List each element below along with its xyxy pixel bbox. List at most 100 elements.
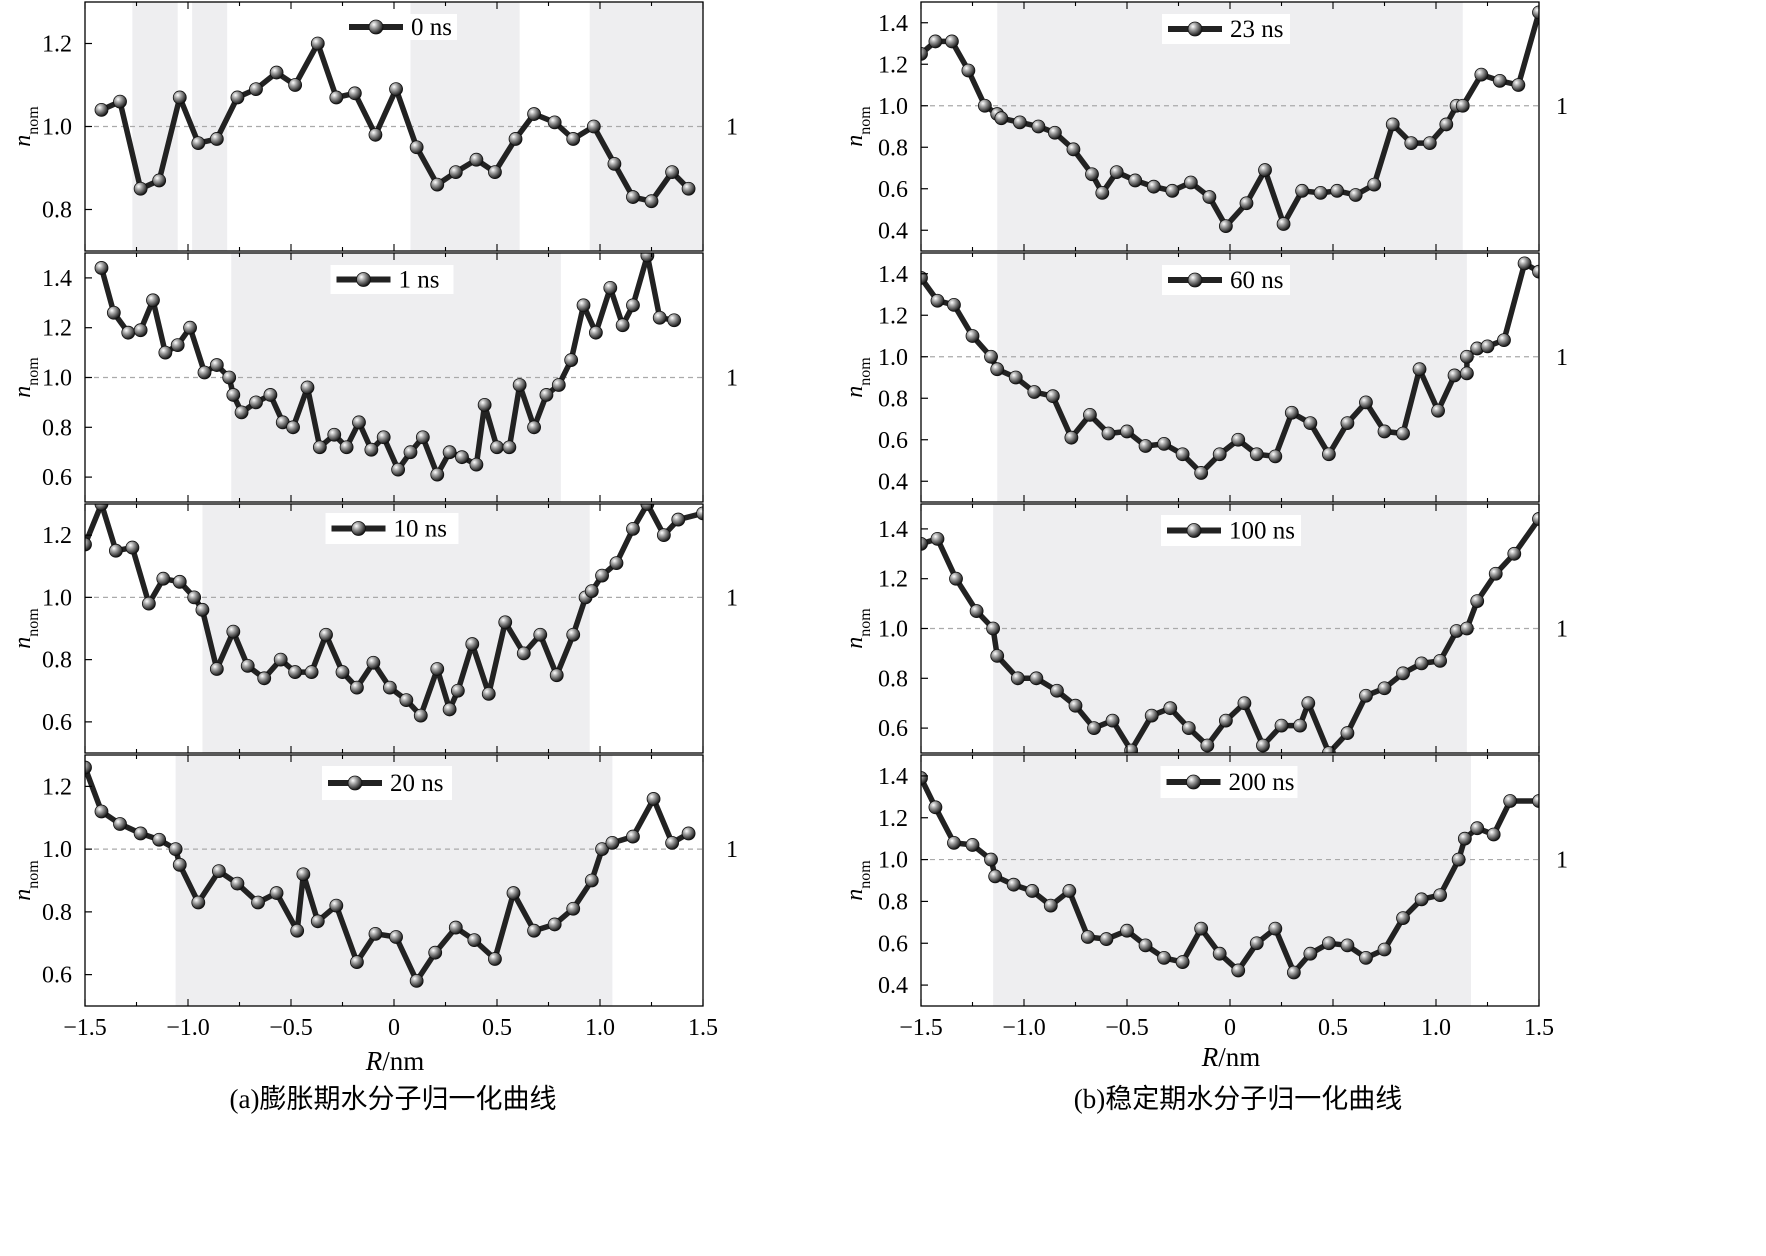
data-point (415, 430, 430, 445)
data-point (947, 297, 961, 312)
data-point (312, 440, 327, 455)
data-point (1439, 117, 1454, 132)
y-tick-label: 1.0 (878, 617, 908, 643)
data-point (1295, 183, 1309, 198)
data-point (1507, 546, 1522, 561)
data-point (652, 310, 667, 325)
data-point (1321, 936, 1336, 951)
legend-marker (347, 775, 363, 791)
data-point (576, 298, 591, 313)
data-point (172, 90, 187, 105)
data-point (1231, 963, 1246, 978)
y-tick-label: 1.0 (878, 848, 908, 874)
data-point (109, 543, 123, 558)
data-point (696, 506, 703, 521)
data-point (146, 293, 160, 308)
data-point (249, 395, 263, 410)
data-point (352, 415, 366, 430)
data-point (1517, 256, 1532, 271)
data-point (626, 298, 640, 313)
data-point (85, 760, 92, 775)
data-point (191, 136, 206, 151)
data-point (1348, 188, 1363, 202)
x-tick-label: −1.5 (63, 1015, 107, 1041)
data-point (450, 683, 465, 698)
data-point (222, 370, 237, 385)
data-point (1396, 426, 1410, 441)
data-point (350, 955, 364, 969)
y-tick-label: 0.8 (878, 135, 908, 161)
data-point (121, 325, 136, 340)
data-point (921, 536, 928, 551)
data-point (168, 842, 183, 857)
data-point (965, 329, 980, 343)
data-point (382, 680, 397, 695)
reference-label: 1 (726, 585, 738, 611)
data-point (304, 665, 319, 679)
data-point (106, 305, 121, 320)
data-point (1433, 888, 1448, 903)
data-point (1268, 449, 1283, 464)
data-point (1396, 911, 1410, 926)
legend: 20 ns (322, 766, 452, 800)
x-tick-label: 1.5 (1524, 1015, 1554, 1041)
data-point (329, 898, 344, 913)
data-point (1124, 743, 1139, 753)
data-point (1433, 653, 1448, 668)
legend: 23 ns (1162, 14, 1290, 44)
x-tick-label: 0 (388, 1015, 400, 1041)
data-point (113, 94, 127, 109)
data-point (1457, 831, 1472, 846)
data-point (94, 804, 109, 819)
data-point (350, 680, 364, 695)
data-point (986, 621, 1000, 636)
legend-marker (356, 272, 371, 287)
data-point (1025, 884, 1040, 898)
data-point (1274, 718, 1289, 733)
data-point (921, 46, 928, 61)
data-point (413, 708, 428, 723)
data-point (566, 627, 581, 642)
data-point (506, 886, 521, 900)
legend-marker (1187, 272, 1203, 288)
y-tick-label: 1.4 (878, 764, 908, 790)
data-point (319, 627, 333, 642)
data-point (1480, 339, 1495, 354)
data-point (442, 445, 457, 460)
y-axis-label: nnom (10, 608, 42, 649)
data-point (403, 445, 418, 460)
legend: 0 ns (343, 14, 457, 41)
data-point (1276, 217, 1291, 231)
y-tick-label: 0.6 (878, 428, 908, 454)
data-point (286, 420, 300, 435)
data-point (626, 522, 640, 536)
data-point (1367, 177, 1382, 192)
data-point (498, 615, 513, 630)
legend-marker (1186, 774, 1201, 790)
data-point (595, 568, 609, 583)
data-point (251, 895, 265, 910)
data-point (230, 876, 245, 891)
data-point (1470, 594, 1485, 609)
panel-a-2: 0.6 0.8 1.0 1.2 nnom 1 10 ns (10, 503, 738, 754)
data-point (930, 293, 945, 308)
data-point (1460, 366, 1474, 381)
data-point (1532, 512, 1539, 526)
data-point (1183, 175, 1198, 190)
data-point (1239, 196, 1254, 211)
data-point (1181, 721, 1196, 735)
reference-label: 1 (1556, 94, 1568, 120)
data-point (1286, 965, 1301, 980)
data-point (1293, 718, 1307, 733)
data-point (607, 156, 622, 171)
data-point (665, 835, 679, 850)
data-point (564, 353, 579, 367)
legend-marker (368, 19, 384, 35)
data-point (335, 665, 350, 679)
data-point (533, 627, 548, 642)
x-tick-label: −0.5 (269, 1015, 313, 1041)
data-point (609, 556, 624, 571)
y-tick-label: 0.8 (878, 889, 908, 915)
shaded-region (202, 504, 590, 753)
data-point (240, 658, 255, 673)
